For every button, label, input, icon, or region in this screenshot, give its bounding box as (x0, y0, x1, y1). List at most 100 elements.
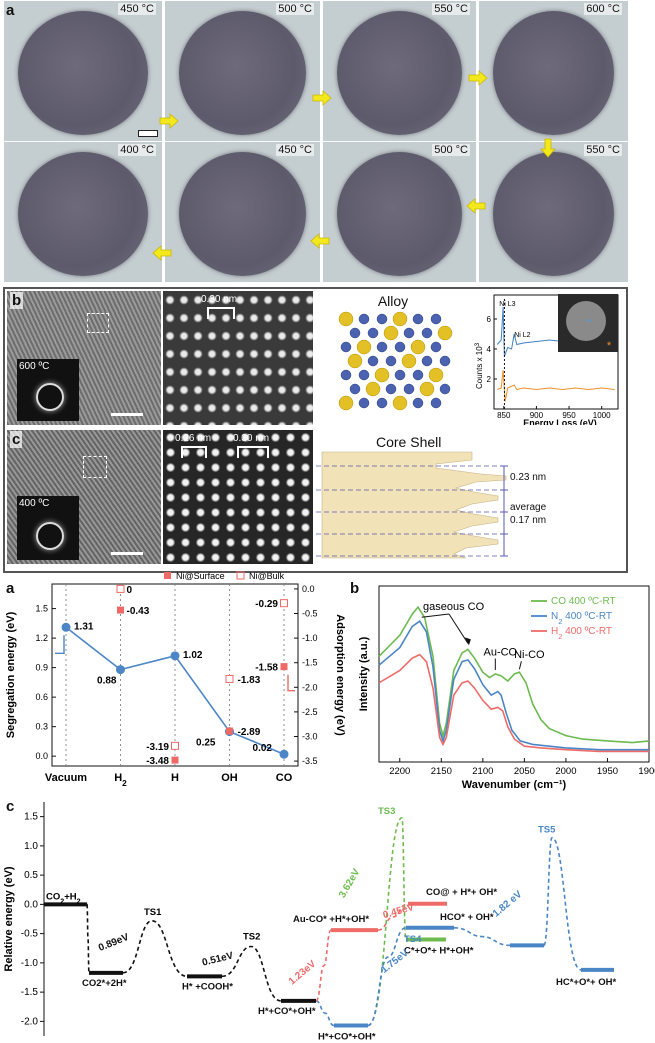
nanoparticle (18, 152, 148, 276)
tem-tile-r2c3: 500 °C (322, 141, 477, 283)
b-inset-temp: 600 ºC (19, 361, 50, 372)
connector-ts4 (367, 926, 407, 1027)
ni-atom (349, 327, 361, 339)
energy-y-tick-label: -1.5 (21, 987, 39, 998)
yellow-arrow-icon (468, 70, 488, 86)
au-atom (392, 311, 408, 327)
b-lattice-image: 0.30 nm (163, 291, 313, 425)
ni-atom (340, 369, 352, 381)
nanoparticle (179, 152, 306, 276)
c-spacing-label-2: 0.30 nm (233, 433, 270, 444)
ni-surface-label: -0.43 (127, 606, 150, 617)
tile-temperature-label: 500 °C (432, 144, 470, 156)
nanoparticle (18, 11, 148, 135)
seg-category-label: Vacuum (45, 772, 87, 784)
ni-atom (367, 327, 379, 339)
ftir-frame (378, 585, 650, 763)
ni-surface-label: -2.89 (238, 727, 261, 738)
au-atom (347, 353, 363, 369)
seg-y-tick-label: 1.5 (35, 604, 48, 614)
au-atom (437, 325, 453, 341)
seg-y2-tick-label: 0.0 (302, 584, 315, 594)
segregation-chart: 0.0 0.3 0.6 0.9 1.2 1.5 0.0 -0.5 -1.0 -1.5 -2.0 -2.… (5, 571, 345, 788)
au-atom (365, 381, 381, 397)
tem-tile-r1c4: 600 °C (478, 0, 629, 142)
ftir-pointer-gas2 (448, 613, 469, 644)
core-shell-shape (321, 451, 507, 559)
level-label-co-gas: CO@ + H*+ OH* (426, 887, 497, 898)
tile-temperature-label: 450 °C (118, 3, 156, 15)
b-zoom-region (87, 313, 109, 333)
core-shell-profile (316, 451, 508, 559)
ftir-annotation-au-co: Au-CO (483, 647, 517, 659)
seg-y-tick-label: 1.2 (35, 633, 48, 643)
tem-scale-bar (138, 130, 158, 137)
panel-letter-b-bottom: b (350, 580, 360, 597)
ni-atom (403, 327, 415, 339)
eels-blue-star-icon: * (587, 317, 592, 329)
c-fft-inset: 400 ºC (17, 496, 79, 560)
b-fft-inset: 600 ºC (17, 359, 79, 421)
ni-atom (439, 383, 451, 395)
au-atom (401, 353, 417, 369)
c-spacing-bracket-1 (181, 446, 207, 458)
ni-bulk-point (280, 599, 288, 608)
segregation-point (116, 665, 125, 675)
legend-ni-surface-marker (164, 572, 171, 579)
tem-tile-r2c2: 450 °C (164, 141, 321, 283)
alloy-atoms (338, 311, 453, 411)
ts5-label: TS5 (538, 825, 556, 836)
ni-bulk-label: 0 (127, 585, 133, 596)
ni-surface-point (280, 663, 288, 671)
ftir-series-line (378, 653, 649, 753)
ftir-x-tick-label: 2050 (514, 766, 535, 777)
ni-atom (358, 397, 370, 409)
legend-ni-bulk-marker (236, 571, 245, 580)
au-atom (374, 367, 390, 383)
segregation-label: 0.02 (253, 743, 273, 754)
level-label-cooh: H* +COOH* (182, 981, 233, 992)
level-label-hco: HCO* + OH* (440, 912, 494, 923)
au-atom (419, 381, 435, 397)
ftir-x-tick-label: 2000 (555, 766, 576, 777)
ni-atom (421, 355, 433, 367)
eels-x-label: Energy Loss (eV) (523, 418, 597, 425)
ni-atom (412, 313, 424, 325)
au-atom (356, 339, 372, 355)
eels-inset-particle (566, 301, 606, 341)
seg-y-tick-label: 0.9 (35, 663, 48, 673)
connector-7-x (453, 926, 511, 947)
arrow-shape (159, 113, 179, 129)
seg-y2-tick-label: -2.0 (302, 682, 318, 692)
segregation-point (279, 749, 289, 759)
energy-y-tick-label: 1.5 (24, 812, 38, 823)
seg-y2-tick-label: -3.0 (302, 731, 318, 741)
eels-x-tick-label: 950 (562, 411, 576, 420)
segregation-label: 0.25 (196, 738, 216, 749)
ftir-series-line (378, 620, 649, 751)
core-shell-panel: Core Shell 0.23 nm average 0.17 nm (316, 430, 622, 566)
nanoparticle (179, 11, 306, 135)
segregation-label: 1.31 (74, 621, 94, 632)
b-spacing-label: 0.30 nm (201, 294, 238, 305)
barrier-label-089: 0.89eV (97, 932, 131, 954)
tem-tile-r1c3: 550 °C (322, 0, 477, 142)
ftir-legend-label: H2 400 ºC-RT (551, 626, 612, 641)
yellow-arrow-icon (152, 245, 172, 261)
au-atom (383, 325, 399, 341)
b-scale-bar (111, 413, 143, 416)
ftir-x-tick-label: 2150 (431, 766, 452, 777)
eels-chart: 850 900 950 1000 2 4 6 Ni L3 Ni L2 Counts x 103 En… (475, 294, 619, 428)
seg-y-tick-label: 0.0 (35, 751, 48, 761)
ni-atom (412, 369, 424, 381)
cs-average-label: average (510, 502, 547, 513)
arrow-shape (540, 138, 556, 158)
ni-surface-point (171, 756, 179, 764)
ftir-x-tick-label: 2200 (389, 766, 410, 777)
ni-atom (376, 397, 388, 409)
tem-tile-r1c2: 500 °C (164, 0, 321, 142)
yellow-arrow-icon (466, 198, 486, 214)
ni-atom (412, 397, 424, 409)
panel-letter-c-top: c (10, 431, 23, 448)
ni-bulk-label: -3.19 (146, 742, 169, 753)
